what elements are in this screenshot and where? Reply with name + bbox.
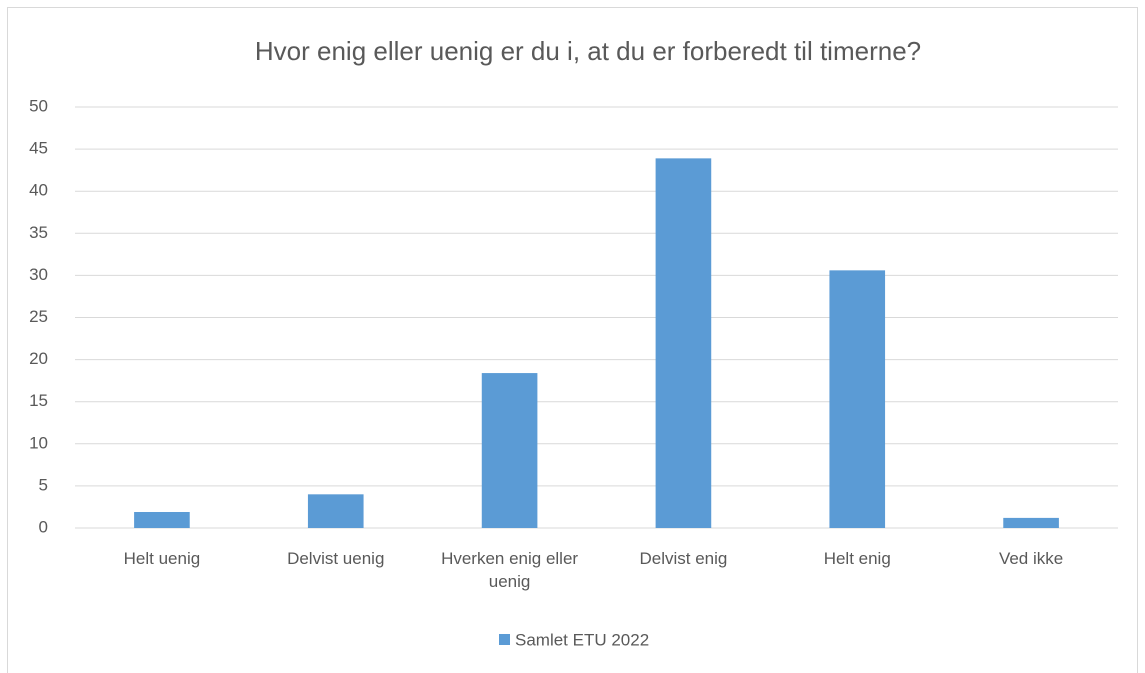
x-tick-label: Helt uenig xyxy=(123,549,201,568)
chart-border xyxy=(7,7,1138,673)
y-tick-label: 35 xyxy=(29,223,48,242)
y-tick-label: 25 xyxy=(29,307,48,326)
y-tick-label: 5 xyxy=(39,475,48,494)
y-tick-label: 45 xyxy=(29,139,48,158)
chart-title: Hvor enig eller uenig er du i, at du er … xyxy=(255,36,921,66)
bar xyxy=(829,270,886,528)
legend-swatch xyxy=(499,634,510,645)
bar xyxy=(655,158,712,528)
bar xyxy=(1003,517,1059,528)
bar xyxy=(307,494,364,528)
x-tick-label: Ved ikke xyxy=(998,549,1064,568)
y-tick-label: 10 xyxy=(29,433,48,452)
y-tick-label: 50 xyxy=(29,96,48,115)
x-tick-label: Delvist uenig xyxy=(287,549,385,568)
y-tick-label: 15 xyxy=(29,391,48,410)
legend-label: Samlet ETU 2022 xyxy=(515,630,649,649)
x-tick-label: Helt enig xyxy=(823,549,891,568)
bar xyxy=(134,512,190,528)
y-tick-label: 20 xyxy=(29,349,48,368)
y-tick-label: 40 xyxy=(29,181,48,200)
bar xyxy=(481,373,538,528)
x-tick-label: Delvist enig xyxy=(639,549,728,568)
y-tick-label: 30 xyxy=(29,265,48,284)
x-tick-label: Hverken enig eller uenig xyxy=(441,549,579,591)
y-tick-label: 0 xyxy=(39,517,48,536)
